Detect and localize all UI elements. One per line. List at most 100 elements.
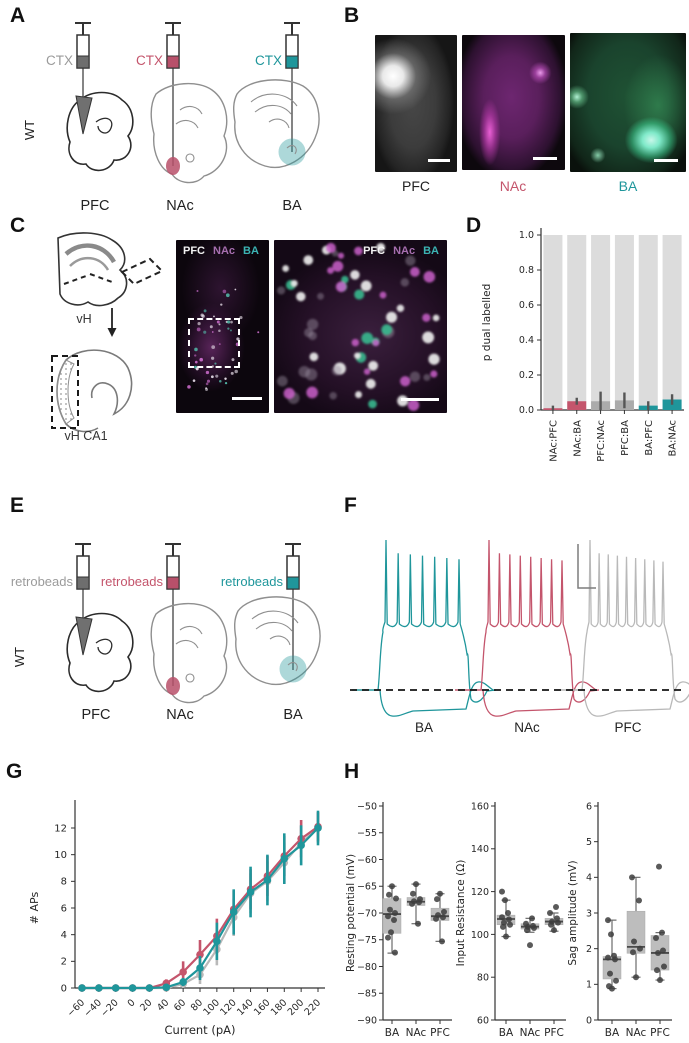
bar-NAc:BA — [567, 235, 587, 410]
svg-text:−75: −75 — [357, 935, 377, 946]
svg-text:NAc: NAc — [406, 1027, 427, 1039]
svg-text:220: 220 — [303, 997, 324, 1018]
wt-label: WT — [22, 120, 37, 140]
svg-text:NAc: NAc — [520, 1027, 541, 1039]
panel-a-injection-schematics: WT CTX CTX — [22, 22, 320, 214]
intrinsic-properties-boxplots: −90 −85 −80 −75 −70 −65 −60 −55 −50 Resting poten… — [345, 801, 672, 1039]
panel-h-letter: H — [344, 760, 360, 783]
svg-text:8: 8 — [61, 877, 67, 888]
vh-overview-image: PFC NAc BA — [176, 240, 269, 413]
bar-BA:PFC — [638, 235, 658, 410]
svg-text:NAc: NAc — [626, 1027, 647, 1039]
svg-text:120: 120 — [218, 997, 239, 1018]
svg-text:BA: BA — [605, 1027, 620, 1039]
scale-bar — [401, 397, 439, 401]
svg-text:140: 140 — [235, 997, 256, 1018]
image-label-pfc: PFC — [402, 178, 430, 194]
svg-text:0.0: 0.0 — [519, 405, 534, 416]
channel-label-ba: BA — [423, 245, 439, 257]
channel-label-nac: NAc — [393, 245, 416, 257]
brain-nac — [150, 83, 228, 184]
panel-a-letter: A — [10, 4, 26, 27]
brain-ba — [232, 79, 320, 168]
svg-text:0.2: 0.2 — [519, 370, 534, 381]
channel-label-nac: NAc — [213, 245, 236, 257]
svg-text:5: 5 — [586, 837, 592, 848]
svg-text:PFC: PFC — [650, 1027, 670, 1039]
target-label-nac: NAc — [166, 198, 193, 214]
svg-text:BA:NAc: BA:NAc — [668, 420, 679, 457]
vh-zoom-image: PFC NAc BA — [274, 240, 447, 413]
svg-text:6: 6 — [61, 903, 67, 914]
svg-text:2: 2 — [586, 944, 592, 955]
svg-text:3: 3 — [586, 908, 592, 919]
svg-text:0.6: 0.6 — [519, 300, 534, 311]
reagent-label-nac: retrobeads — [101, 574, 164, 589]
svg-text:0: 0 — [586, 1015, 592, 1026]
panel-d-letter: D — [466, 214, 482, 237]
svg-text:PFC:BA: PFC:BA — [620, 420, 631, 456]
bar-PFC:NAc — [591, 235, 611, 410]
svg-text:−70: −70 — [357, 908, 377, 919]
pfc-injection-image — [375, 35, 457, 172]
svg-text:200: 200 — [286, 997, 307, 1018]
reagent-label-ba: retrobeads — [221, 574, 284, 589]
zoom-region-dashed-box — [188, 318, 240, 368]
trace-label-pfc: PFC — [615, 720, 642, 735]
svg-text:180: 180 — [269, 997, 290, 1018]
svg-text:Input Resistance (Ω): Input Resistance (Ω) — [455, 860, 467, 967]
ba-injection-image — [570, 33, 686, 172]
svg-text:−55: −55 — [357, 828, 377, 839]
reagent-label-pfc: CTX — [46, 53, 73, 68]
panel-b-letter: B — [344, 4, 360, 27]
injection-site-nac — [166, 157, 180, 175]
reagent-label-nac: CTX — [136, 53, 163, 68]
svg-text:6: 6 — [586, 801, 592, 812]
box-resting_potential-BA — [382, 883, 402, 956]
channel-label-ba: BA — [243, 245, 259, 257]
boxplot-resting_potential: −90 −85 −80 −75 −70 −65 −60 −55 −50 Resting poten… — [345, 801, 452, 1039]
target-label-ba: BA — [282, 198, 302, 214]
svg-text:−80: −80 — [357, 962, 377, 973]
bar-NAc:PFC — [543, 235, 563, 410]
svg-text:120: 120 — [471, 887, 489, 898]
dual-label-bar-chart: 0.0 0.2 0.4 0.6 0.8 1.0 p dual labelled NAc:PFC… — [481, 228, 684, 462]
svg-text:80: 80 — [477, 973, 489, 984]
panel-e-letter: E — [10, 494, 25, 517]
boxplot-input_resistance: 60 80 100 120 140 160 Input Resistance (Ω) BA NA… — [455, 801, 566, 1039]
vh-ca1-outline — [51, 349, 133, 433]
wt-label: WT — [12, 647, 27, 667]
syringe-pfc: retrobeads — [11, 543, 91, 640]
svg-text:12: 12 — [54, 823, 67, 834]
svg-text:# APs: # APs — [28, 892, 41, 925]
svg-text:0: 0 — [61, 983, 67, 994]
brain-nac — [150, 603, 228, 704]
retrograde-cells-dense — [276, 242, 440, 411]
trace-label-ba: BA — [415, 720, 433, 735]
svg-text:20: 20 — [138, 997, 154, 1013]
reagent-label-ba: CTX — [255, 53, 282, 68]
syringe-nac: CTX — [136, 22, 181, 166]
channel-label-pfc: PFC — [183, 245, 205, 257]
scale-bar — [654, 159, 678, 162]
syringe-pfc: CTX — [46, 22, 91, 118]
svg-text:140: 140 — [471, 844, 489, 855]
panel-f-letter: F — [344, 494, 357, 517]
svg-text:NAc:PFC: NAc:PFC — [548, 420, 559, 462]
svg-text:Resting potential (mV): Resting potential (mV) — [345, 854, 357, 972]
brain-ba — [233, 596, 321, 685]
section-plane-dashed — [120, 257, 164, 286]
svg-text:−85: −85 — [357, 989, 377, 1000]
svg-text:10: 10 — [54, 850, 67, 861]
svg-text:Sag amplitude (mV): Sag amplitude (mV) — [567, 860, 579, 965]
vh-coronal-section — [57, 232, 164, 307]
box-sag_amplitude-NAc — [626, 874, 646, 981]
bar-PFC:BA — [614, 235, 634, 410]
injection-site-ba — [279, 655, 307, 683]
svg-text:0.8: 0.8 — [519, 265, 534, 276]
box-sag_amplitude-PFC — [650, 863, 670, 984]
scale-bar — [533, 157, 557, 160]
image-label-nac: NAc — [499, 178, 527, 194]
boxplot-sag_amplitude: 0 1 2 3 4 5 6 Sag amplitude (mV) BA NAc PFC — [567, 801, 672, 1039]
